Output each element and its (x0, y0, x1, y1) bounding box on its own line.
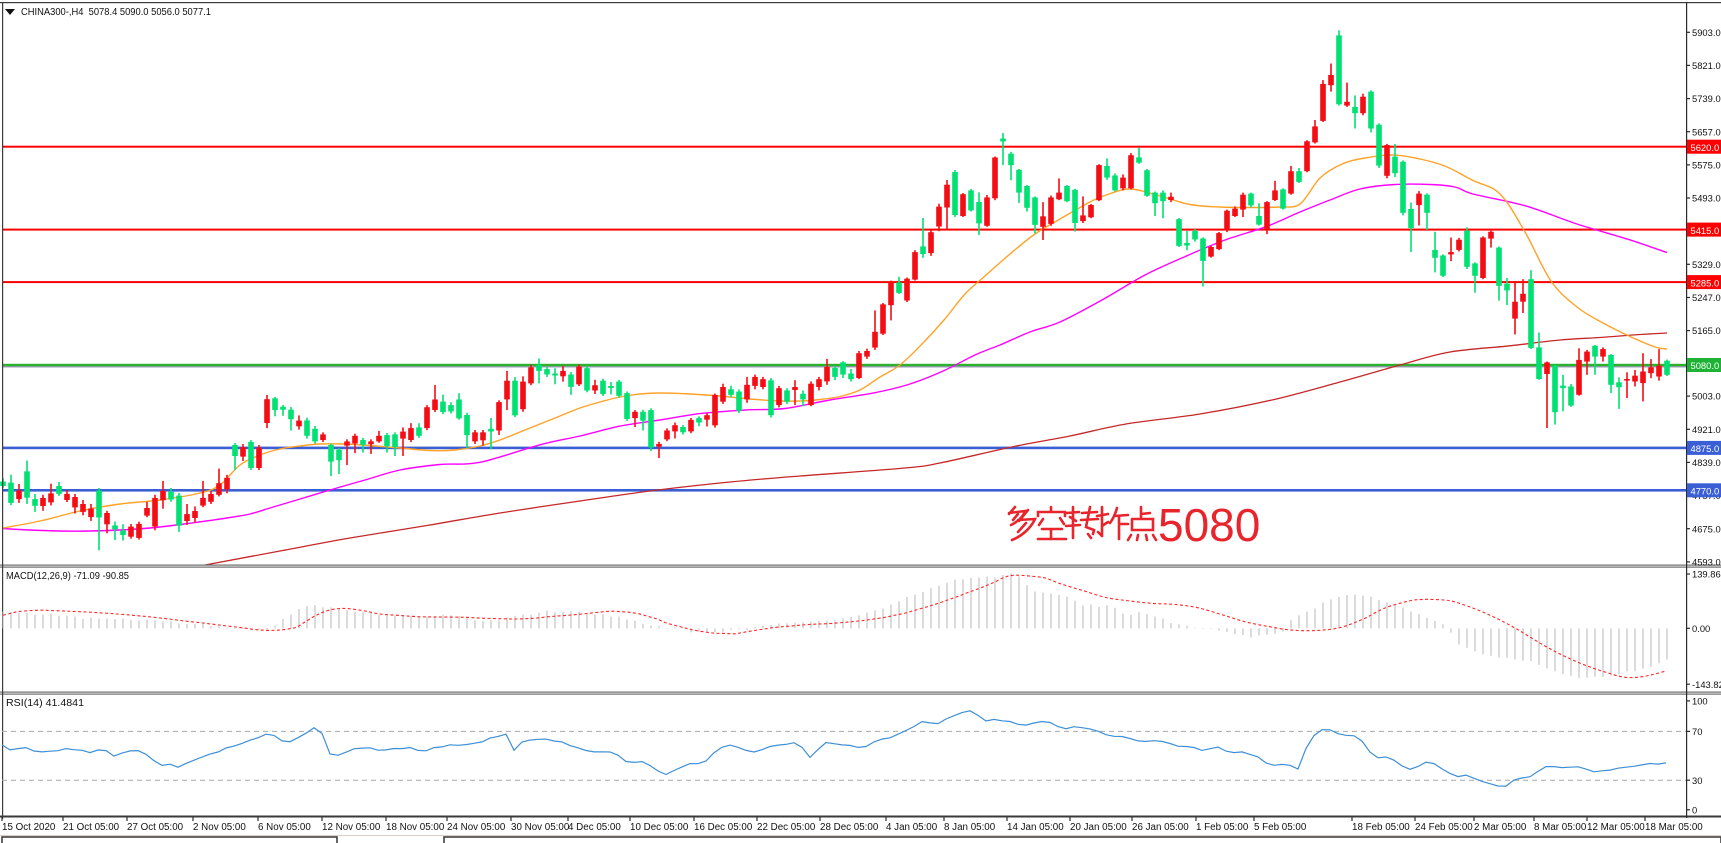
svg-text:5739.0: 5739.0 (1692, 93, 1721, 104)
svg-text:5003.0: 5003.0 (1692, 391, 1721, 402)
svg-text:12 Nov 05:00: 12 Nov 05:00 (322, 822, 381, 833)
svg-text:4839.0: 4839.0 (1692, 457, 1721, 468)
svg-text:8 Jan 05:00: 8 Jan 05:00 (944, 822, 996, 833)
svg-text:5285.0: 5285.0 (1691, 277, 1720, 288)
svg-text:RSI(14) 41.4841: RSI(14) 41.4841 (6, 698, 84, 709)
svg-text:27 Oct 05:00: 27 Oct 05:00 (127, 822, 184, 833)
svg-text:24 Nov 05:00: 24 Nov 05:00 (447, 822, 506, 833)
svg-text:28 Dec 05:00: 28 Dec 05:00 (820, 822, 879, 833)
svg-text:5165.0: 5165.0 (1692, 325, 1721, 336)
svg-text:12 Mar 05:00: 12 Mar 05:00 (1587, 822, 1645, 833)
svg-text:26 Jan 05:00: 26 Jan 05:00 (1132, 822, 1189, 833)
svg-text:5657.0: 5657.0 (1692, 126, 1721, 137)
svg-text:1 Feb 05:00: 1 Feb 05:00 (1196, 822, 1249, 833)
svg-text:15 Oct 2020: 15 Oct 2020 (2, 822, 56, 833)
svg-text:-143.82: -143.82 (1692, 679, 1721, 690)
svg-text:20 Jan 05:00: 20 Jan 05:00 (1070, 822, 1127, 833)
svg-text:0: 0 (1692, 804, 1697, 815)
svg-text:5493.0: 5493.0 (1692, 193, 1721, 204)
svg-text:10 Dec 05:00: 10 Dec 05:00 (630, 822, 689, 833)
svg-text:4770.0: 4770.0 (1691, 486, 1720, 497)
svg-text:4921.0: 4921.0 (1692, 424, 1721, 435)
svg-text:4 Dec 05:00: 4 Dec 05:00 (568, 822, 621, 833)
svg-text:18 Nov 05:00: 18 Nov 05:00 (386, 822, 445, 833)
svg-text:16 Dec 05:00: 16 Dec 05:00 (694, 822, 753, 833)
svg-text:5620.0: 5620.0 (1691, 142, 1720, 153)
svg-text:5903.0: 5903.0 (1692, 27, 1721, 38)
svg-text:18 Mar 05:00: 18 Mar 05:00 (1645, 822, 1703, 833)
svg-text:22 Dec 05:00: 22 Dec 05:00 (757, 822, 816, 833)
svg-text:18 Feb 05:00: 18 Feb 05:00 (1352, 822, 1410, 833)
svg-text:5575.0: 5575.0 (1692, 160, 1721, 171)
svg-text:5080.0: 5080.0 (1691, 360, 1720, 371)
svg-text:5080: 5080 (1158, 499, 1260, 551)
svg-text:4593.0: 4593.0 (1692, 557, 1721, 568)
svg-text:8 Mar 05:00: 8 Mar 05:00 (1534, 822, 1587, 833)
svg-text:4875.0: 4875.0 (1691, 443, 1720, 454)
svg-text:CHINA300-,H4 5078.4 5090.0 50: CHINA300-,H4 5078.4 5090.0 5056.0 5077.1 (21, 7, 211, 18)
svg-text:14 Jan 05:00: 14 Jan 05:00 (1007, 822, 1064, 833)
svg-text:5 Feb 05:00: 5 Feb 05:00 (1254, 822, 1307, 833)
svg-text:24 Feb 05:00: 24 Feb 05:00 (1415, 822, 1473, 833)
svg-text:100: 100 (1692, 696, 1708, 707)
svg-text:4 Jan 05:00: 4 Jan 05:00 (886, 822, 938, 833)
svg-text:5247.0: 5247.0 (1692, 292, 1721, 303)
svg-text:21 Oct 05:00: 21 Oct 05:00 (63, 822, 120, 833)
svg-text:70: 70 (1692, 726, 1702, 737)
svg-text:0.00: 0.00 (1692, 623, 1710, 634)
svg-text:139.86: 139.86 (1692, 569, 1721, 580)
svg-text:4675.0: 4675.0 (1692, 523, 1721, 534)
svg-text:30: 30 (1692, 775, 1702, 786)
svg-text:6 Nov 05:00: 6 Nov 05:00 (258, 822, 311, 833)
svg-text:2 Mar 05:00: 2 Mar 05:00 (1474, 822, 1527, 833)
svg-text:MACD(12,26,9) -71.09 -90.85: MACD(12,26,9) -71.09 -90.85 (6, 571, 129, 582)
svg-text:5415.0: 5415.0 (1691, 225, 1720, 236)
svg-text:5821.0: 5821.0 (1692, 60, 1721, 71)
svg-text:5329.0: 5329.0 (1692, 259, 1721, 270)
svg-text:30 Nov 05:00: 30 Nov 05:00 (511, 822, 570, 833)
svg-text:2 Nov 05:00: 2 Nov 05:00 (193, 822, 246, 833)
